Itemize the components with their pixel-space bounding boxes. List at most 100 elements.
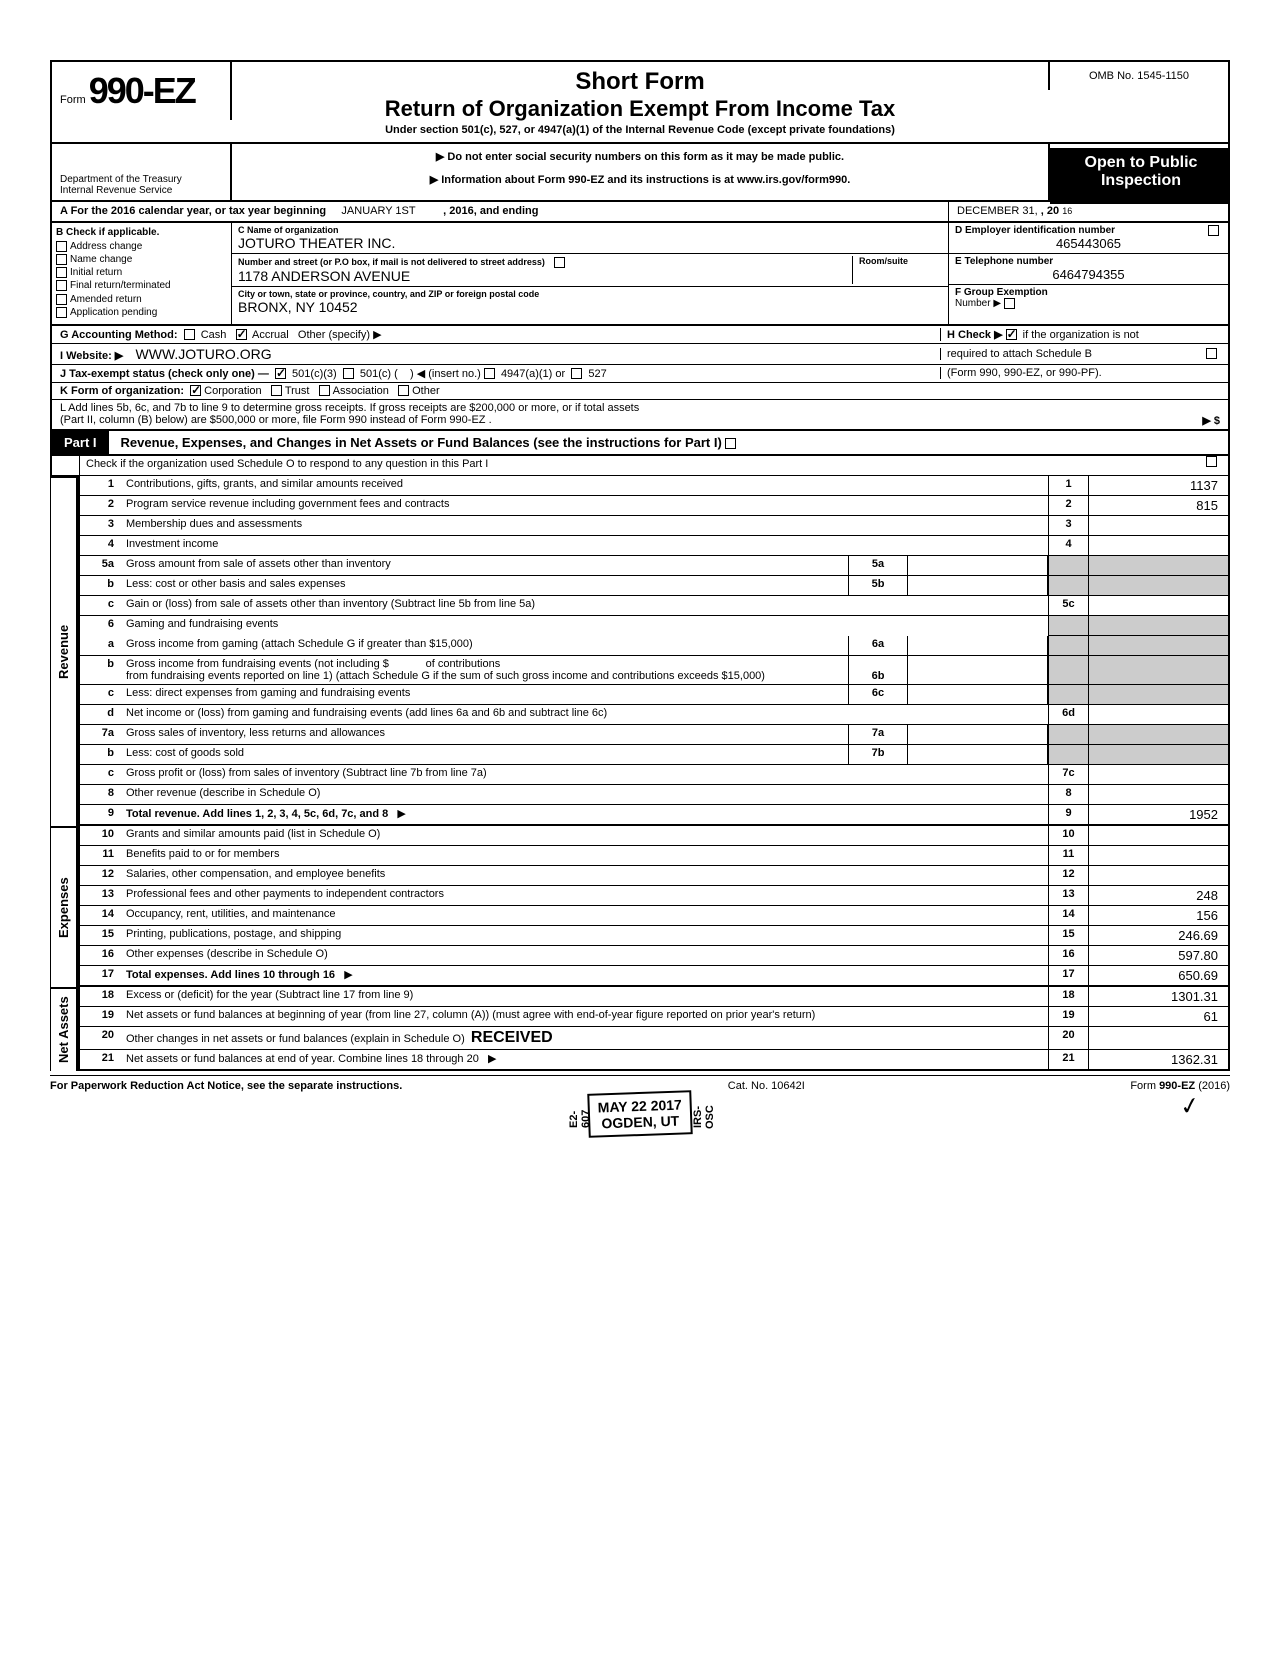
f-label: F Group Exemption: [955, 287, 1222, 298]
irs-stamp: IRS-OSC: [692, 1098, 716, 1136]
check-name[interactable]: Name change: [56, 254, 227, 265]
k-other-check[interactable]: [398, 385, 409, 396]
line-5c: cGain or (loss) from sale of assets othe…: [78, 596, 1230, 616]
c-city-row: City or town, state or province, country…: [232, 287, 948, 317]
form-ref: Form 990-EZ (2016): [1130, 1080, 1230, 1092]
addr-checkbox[interactable]: [554, 257, 565, 268]
line-4-val: [1088, 536, 1228, 555]
line-21-val: 1362.31: [1088, 1050, 1228, 1069]
line-3-val: [1088, 516, 1228, 535]
part1-scho-check[interactable]: [1206, 456, 1217, 467]
k-label: K Form of organization:: [60, 385, 184, 397]
line-6a: aGross income from gaming (attach Schedu…: [78, 636, 1230, 656]
check-pending[interactable]: Application pending: [56, 307, 227, 318]
form-number-cell: Form 990-EZ: [52, 62, 232, 120]
check-final[interactable]: Final return/terminated: [56, 280, 227, 291]
row-a-left: A For the 2016 calendar year, or tax yea…: [52, 201, 948, 221]
line-5b: bLess: cost or other basis and sales exp…: [78, 576, 1230, 596]
g-accrual-check[interactable]: [236, 329, 247, 340]
row-g: G Accounting Method: Cash Accrual Other …: [50, 326, 1230, 344]
c-city-label: City or town, state or province, country…: [238, 289, 942, 299]
row-i: I Website: ▶ WWW.JOTURO.ORG required to …: [50, 344, 1230, 365]
c-addr-label: Number and street (or P.O box, if mail i…: [238, 257, 545, 267]
header-row: Form 990-EZ Short Form Return of Organiz…: [50, 60, 1230, 144]
line-13: 13Professional fees and other payments t…: [78, 886, 1230, 906]
c-name-value: JOTURO THEATER INC.: [238, 235, 942, 251]
j-527-check[interactable]: [571, 368, 582, 379]
line-18-val: 1301.31: [1088, 987, 1228, 1006]
k-trust-check[interactable]: [271, 385, 282, 396]
revenue-side-label: Revenue: [50, 476, 78, 826]
part1-title: Revenue, Expenses, and Changes in Net As…: [109, 431, 1228, 454]
j-b: 501(c) (: [360, 368, 398, 380]
row-a: A For the 2016 calendar year, or tax yea…: [50, 201, 1230, 223]
h-check[interactable]: [1006, 329, 1017, 340]
j-4947-check[interactable]: [484, 368, 495, 379]
line-8: 8Other revenue (describe in Schedule O) …: [78, 785, 1230, 805]
line-7c-val: [1088, 765, 1228, 784]
j-501c3-check[interactable]: [275, 368, 286, 379]
k-assoc-check[interactable]: [319, 385, 330, 396]
notice2: ▶ Information about Form 990-EZ and its …: [244, 173, 1036, 186]
line-3: 3Membership dues and assessments 3: [78, 516, 1230, 536]
row-l: L Add lines 5b, 6c, and 7b to line 9 to …: [50, 400, 1230, 431]
line-19-val: 61: [1088, 1007, 1228, 1026]
k-trust: Trust: [285, 385, 310, 397]
j-a: 501(c)(3): [292, 368, 337, 380]
g-accrual: Accrual: [252, 329, 289, 341]
check-address[interactable]: Address change: [56, 241, 227, 252]
h-check2[interactable]: [1206, 348, 1217, 359]
j-501c-check[interactable]: [343, 368, 354, 379]
c-addr-value: 1178 ANDERSON AVENUE: [238, 268, 852, 284]
part1-title-check[interactable]: [725, 438, 736, 449]
line-21: 21Net assets or fund balances at end of …: [78, 1050, 1230, 1071]
d-row: D Employer identification number 4654430…: [949, 223, 1228, 254]
line-15: 15Printing, publications, postage, and s…: [78, 926, 1230, 946]
line-11: 11Benefits paid to or for members 11: [78, 846, 1230, 866]
d-checkbox[interactable]: [1208, 225, 1219, 236]
g-label: G Accounting Method:: [60, 329, 178, 341]
line-5a: 5aGross amount from sale of assets other…: [78, 556, 1230, 576]
netassets-side-label: Net Assets: [50, 987, 78, 1071]
k-corp-check[interactable]: [190, 385, 201, 396]
cat-no: Cat. No. 10642I: [728, 1080, 805, 1092]
row-a-label: A For the 2016 calendar year, or tax yea…: [60, 205, 326, 217]
stamps-area: E2-607 MAY 22 2017 OGDEN, UT IRS-OSC ✓: [50, 1092, 1230, 1136]
line-7b: bLess: cost of goods sold 7b: [78, 745, 1230, 765]
short-form-label: Short Form: [244, 68, 1036, 96]
line-9-val: 1952: [1088, 805, 1228, 824]
line-12-val: [1088, 866, 1228, 885]
open-line1: Open to Public: [1058, 154, 1224, 172]
revenue-section: Revenue 1Contributions, gifts, grants, a…: [50, 476, 1230, 826]
col-c: C Name of organization JOTURO THEATER IN…: [232, 223, 948, 324]
line-13-val: 248: [1088, 886, 1228, 905]
omb-cell: OMB No. 1545-1150: [1048, 62, 1228, 90]
line-20-val: [1088, 1027, 1228, 1049]
i-label: I Website: ▶: [60, 350, 123, 362]
j-e: 527: [588, 368, 606, 380]
line-1-val: 1137: [1088, 476, 1228, 495]
check-initial[interactable]: Initial return: [56, 267, 227, 278]
omb-number: OMB No. 1545-1150: [1058, 70, 1220, 82]
k-corp: Corporation: [204, 385, 261, 397]
row-j: J Tax-exempt status (check only one) — 5…: [50, 365, 1230, 383]
c-name-label: C Name of organization: [238, 225, 942, 235]
check-amended[interactable]: Amended return: [56, 294, 227, 305]
line-5c-val: [1088, 596, 1228, 615]
line-17-val: 650.69: [1088, 966, 1228, 985]
line-16-val: 597.80: [1088, 946, 1228, 965]
initial-signature: ✓: [1178, 1090, 1203, 1122]
k-other: Other: [412, 385, 440, 397]
form-number: 990-EZ: [89, 70, 195, 111]
f-label2: Number ▶: [955, 298, 1001, 309]
g-cash-check[interactable]: [184, 329, 195, 340]
line-6: 6Gaming and fundraising events: [78, 616, 1230, 636]
room-label: Room/suite: [859, 256, 942, 266]
line-17: 17Total expenses. Add lines 10 through 1…: [78, 966, 1230, 987]
line-6d: dNet income or (loss) from gaming and fu…: [78, 705, 1230, 725]
dept-line2: Internal Revenue Service: [60, 185, 182, 196]
j-d: 4947(a)(1) or: [501, 368, 565, 380]
c-city-value: BRONX, NY 10452: [238, 299, 942, 315]
netassets-section: Net Assets 18Excess or (deficit) for the…: [50, 987, 1230, 1071]
f-checkbox[interactable]: [1004, 298, 1015, 309]
